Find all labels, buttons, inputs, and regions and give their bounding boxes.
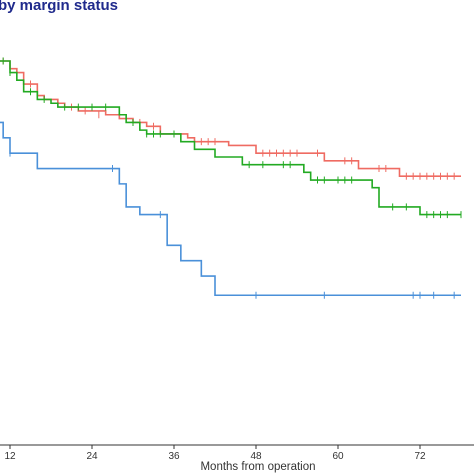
x-tick-label: 48 xyxy=(250,451,262,462)
x-tick-label: 72 xyxy=(414,451,426,462)
chart-title: by margin status xyxy=(0,0,119,14)
x-axis-ticks: 12 24 36 48 60 72 xyxy=(4,445,426,462)
survival-curve-2 xyxy=(0,60,461,216)
survival-curve-1 xyxy=(0,60,461,177)
x-tick-label: 24 xyxy=(86,451,98,462)
x-tick-label: 12 xyxy=(4,451,16,462)
x-tick-label: 36 xyxy=(168,451,180,462)
survival-curve-3 xyxy=(0,121,461,297)
x-tick-label: 60 xyxy=(332,451,344,462)
plot-area xyxy=(0,57,462,299)
x-axis-title: Months from operation xyxy=(200,461,315,473)
